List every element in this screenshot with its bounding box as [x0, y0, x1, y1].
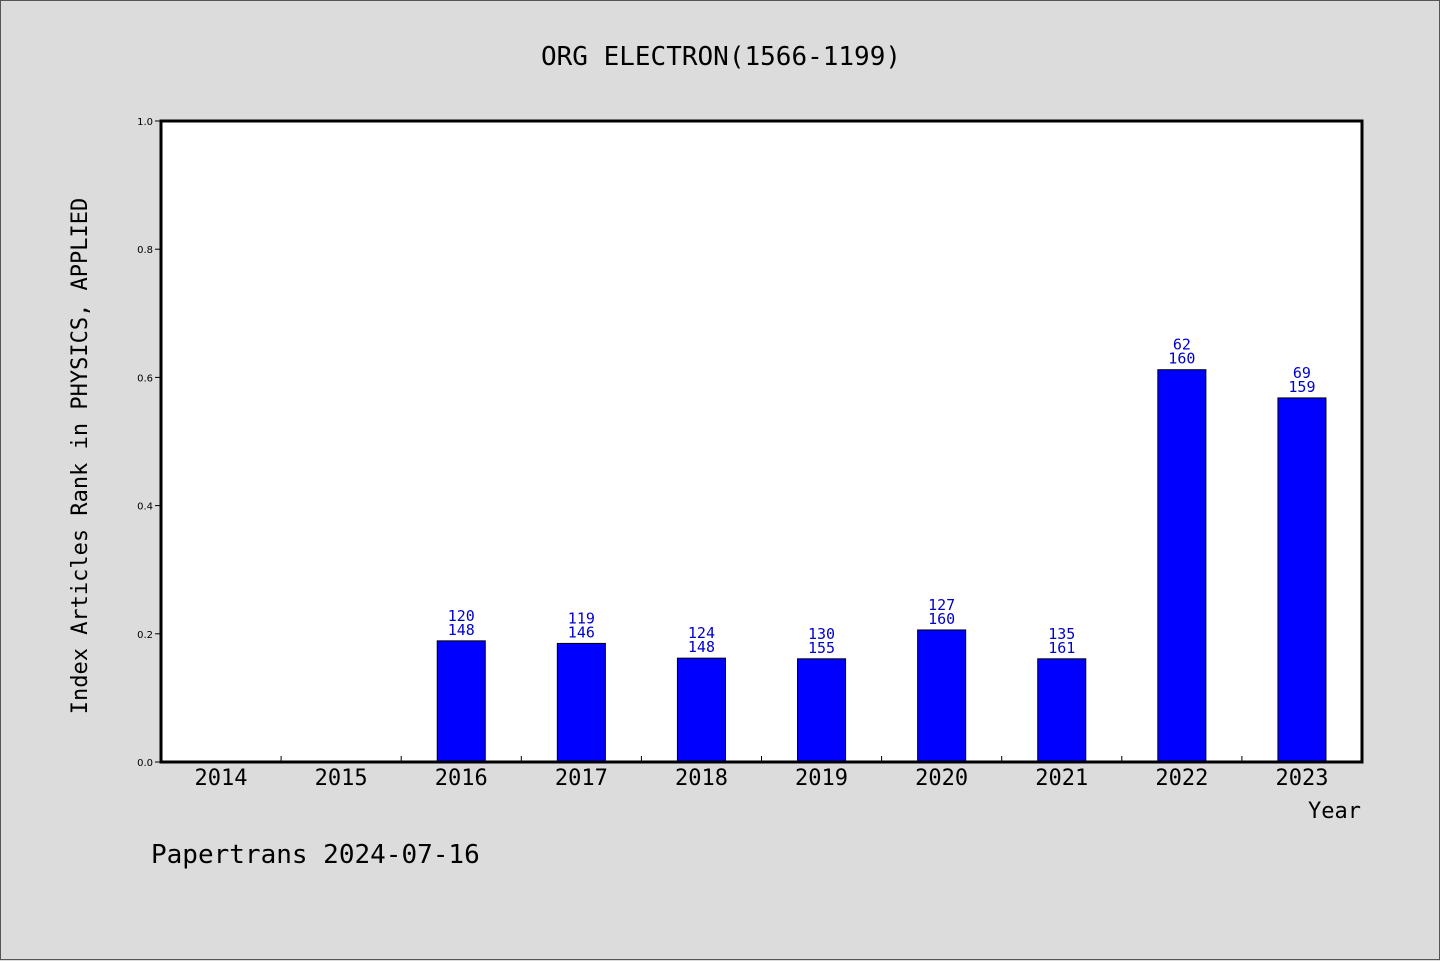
y-tick-label: 0.4	[137, 502, 153, 513]
bar-2017	[556, 642, 606, 763]
x-tick-label-2014: 2014	[195, 766, 248, 791]
x-tick-label-2016: 2016	[435, 766, 488, 791]
x-axis-label: Year	[1308, 799, 1361, 824]
x-tick-label-2023: 2023	[1275, 766, 1328, 791]
x-tick-label-2021: 2021	[1035, 766, 1088, 791]
bar-2020	[917, 629, 967, 763]
bar-2022	[1157, 369, 1207, 763]
chart-title: ORG ELECTRON(1566-1199)	[541, 42, 901, 72]
bar-label-top-2023: 69	[1293, 364, 1311, 382]
bar-2018	[676, 657, 726, 763]
bar-label-top-2021: 135	[1048, 625, 1075, 643]
x-tick-label-2019: 2019	[795, 766, 848, 791]
bar-label-bottom-2023: 159	[1288, 378, 1315, 396]
x-axis: 2014 2015 2016 2017 2018 2019 2020 2021 2022 2023	[195, 756, 1328, 791]
bar-label-bottom-2016: 148	[448, 621, 475, 639]
y-tick-label: 1.0	[137, 117, 153, 128]
y-axis-label: Index Articles Rank in PHYSICS, APPLIED	[68, 198, 93, 715]
bar-label-bottom-2021: 161	[1048, 639, 1075, 657]
bar-label-bottom-2022: 160	[1168, 350, 1195, 368]
bar-label-top-2016: 120	[448, 607, 475, 625]
bar-label-top-2019: 130	[808, 625, 835, 643]
y-tick-label: 0.2	[137, 630, 153, 641]
x-tick-label-2018: 2018	[675, 766, 728, 791]
y-tick-label: 0.6	[137, 373, 153, 384]
bar-label-top-2018: 124	[688, 624, 715, 642]
bar-2019	[797, 658, 847, 763]
y-tick-label: 0.8	[137, 245, 153, 256]
y-tick-label: 0.0	[137, 758, 153, 769]
footer-credit: Papertrans 2024-07-16	[151, 840, 480, 870]
bar-2016	[436, 640, 486, 763]
bars-group	[436, 369, 1327, 763]
bar-label-top-2020: 127	[928, 596, 955, 614]
plot-border	[159, 119, 1364, 764]
bar-label-top-2022: 62	[1173, 336, 1191, 354]
bar-2023	[1277, 397, 1327, 763]
bar-label-top-2017: 119	[568, 609, 595, 627]
x-tick-label-2022: 2022	[1155, 766, 1208, 791]
bar-label-bottom-2020: 160	[928, 610, 955, 628]
bar-2021	[1037, 658, 1087, 763]
x-tick-label-2015: 2015	[315, 766, 368, 791]
bar-label-bottom-2018: 148	[688, 638, 715, 656]
bar-label-bottom-2019: 155	[808, 639, 835, 657]
bar-label-bottom-2017: 146	[568, 623, 595, 641]
x-tick-label-2017: 2017	[555, 766, 608, 791]
y-axis: 0.0 0.2 0.4 0.6 0.8 1.0	[137, 117, 161, 769]
x-tick-label-2020: 2020	[915, 766, 968, 791]
